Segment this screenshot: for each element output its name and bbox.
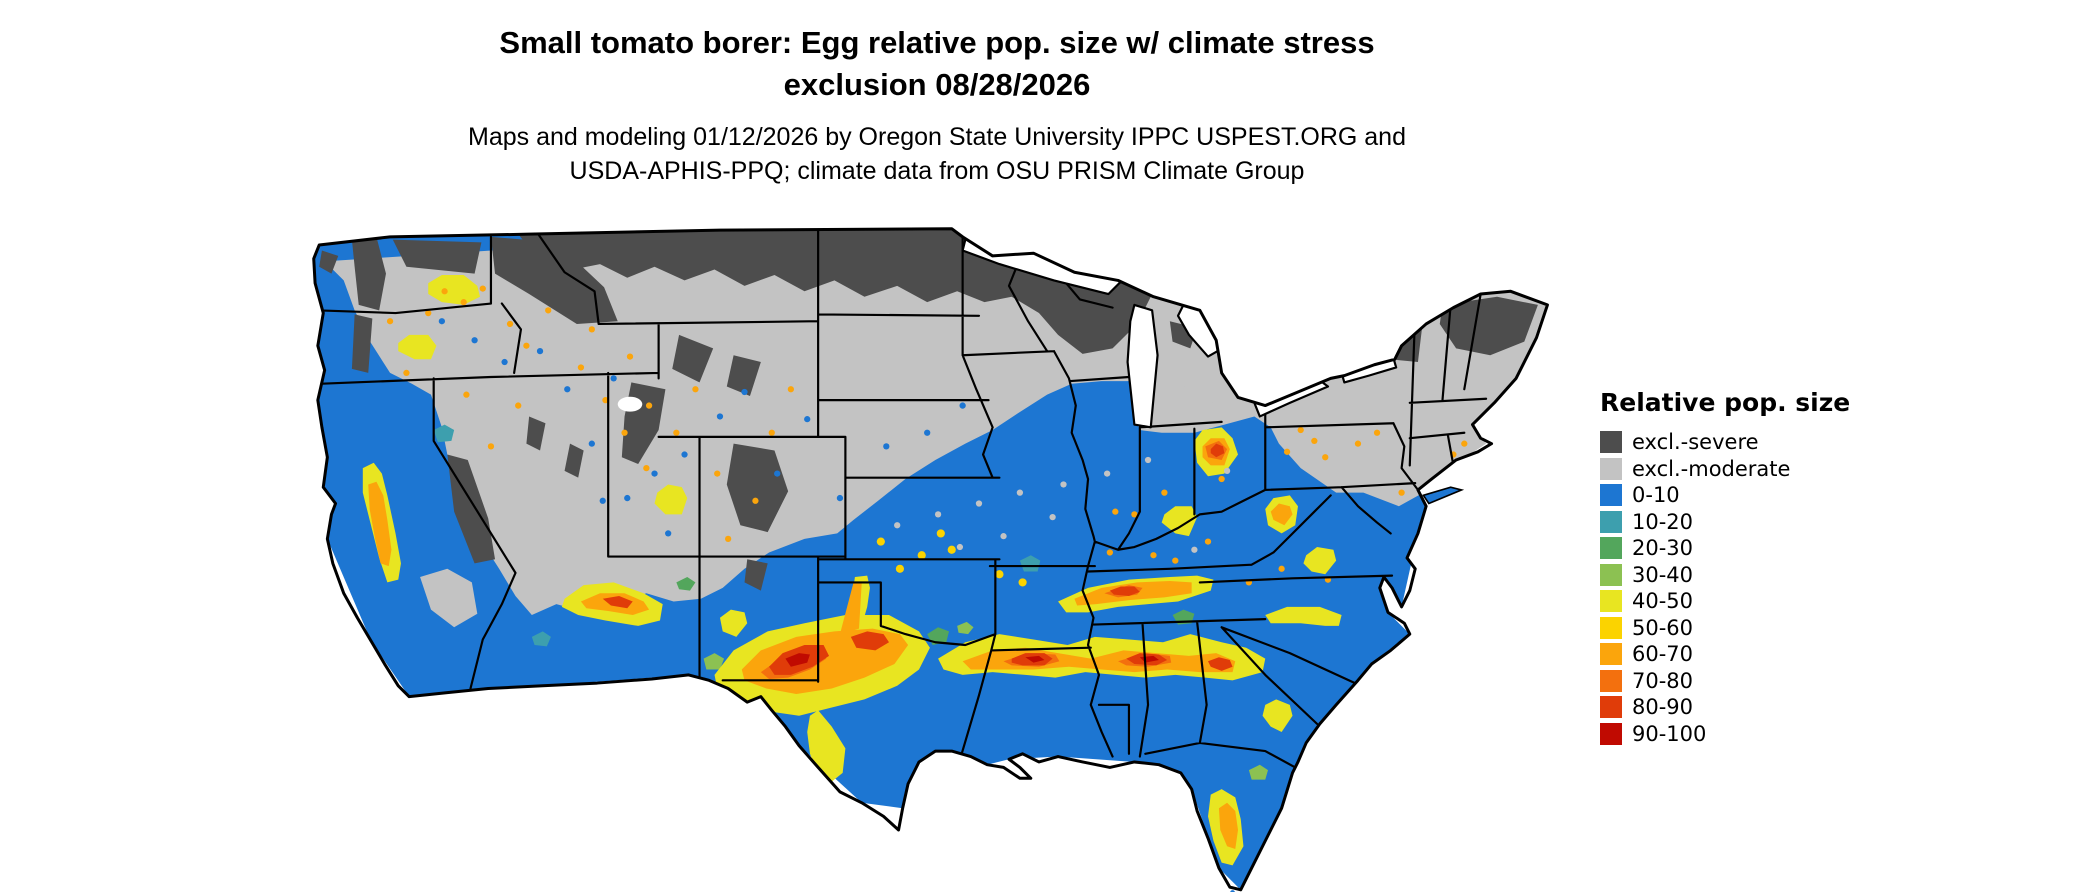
zone-50-60-specks xyxy=(876,529,1027,587)
legend-label: 30-40 xyxy=(1632,562,1694,587)
legend-label: excl.-moderate xyxy=(1632,456,1791,481)
legend-swatch xyxy=(1600,510,1622,533)
legend-label: 40-50 xyxy=(1632,589,1694,614)
legend: Relative pop. size excl.-severe excl.-mod… xyxy=(1600,388,1850,747)
zone-60-70 xyxy=(368,438,1293,850)
legend-swatch xyxy=(1600,563,1622,586)
legend-swatch xyxy=(1600,537,1622,560)
us-outline xyxy=(312,227,1549,892)
us-map xyxy=(312,227,1549,892)
legend-swatch xyxy=(1600,484,1622,507)
legend-entry: 70-80 xyxy=(1600,668,1850,695)
map-title-line2: exclusion 08/28/2026 xyxy=(783,67,1091,102)
legend-entry: excl.-moderate xyxy=(1600,456,1850,483)
legend-label: excl.-severe xyxy=(1632,430,1759,455)
map-subtitle-line2: USDA-APHIS-PPQ; climate data from OSU PR… xyxy=(569,157,1305,185)
legend-swatch xyxy=(1600,590,1622,613)
zone-excl-severe xyxy=(319,228,1538,591)
legend-swatch xyxy=(1600,696,1622,719)
legend-swatch xyxy=(1600,722,1622,745)
legend-entry: 40-50 xyxy=(1600,588,1850,615)
speckles-orange xyxy=(386,285,1468,586)
legend-entry: 80-90 xyxy=(1600,694,1850,721)
legend-label: 0-10 xyxy=(1632,483,1680,508)
legend-entry: 0-10 xyxy=(1600,482,1850,509)
legend-label: 80-90 xyxy=(1632,695,1694,720)
state-borders xyxy=(315,228,1488,769)
map-subtitle: Maps and modeling 01/12/2026 by Oregon S… xyxy=(337,120,1537,188)
speckles-gray xyxy=(894,386,1231,553)
legend-entry: 60-70 xyxy=(1600,641,1850,668)
legend-label: 60-70 xyxy=(1632,642,1694,667)
map-figure xyxy=(311,226,1557,892)
legend-label: 90-100 xyxy=(1632,721,1707,746)
legend-rows: excl.-severe excl.-moderate 0-10 10-20 20-30… xyxy=(1600,429,1850,747)
zone-20-30 xyxy=(676,576,1195,645)
legend-swatch xyxy=(1600,643,1622,666)
legend-swatch xyxy=(1600,457,1622,480)
legend-label: 10-20 xyxy=(1632,509,1694,534)
great-salt-lake xyxy=(617,396,643,412)
legend-label: 20-30 xyxy=(1632,536,1694,561)
legend-label: 70-80 xyxy=(1632,668,1694,693)
legend-entry: 10-20 xyxy=(1600,509,1850,536)
legend-title: Relative pop. size xyxy=(1600,388,1851,417)
map-title-line1: Small tomato borer: Egg relative pop. si… xyxy=(499,25,1375,60)
map-title: Small tomato borer: Egg relative pop. si… xyxy=(337,22,1537,106)
legend-swatch xyxy=(1600,616,1622,639)
speckles-blue xyxy=(438,318,966,537)
legend-swatch xyxy=(1600,669,1622,692)
legend-entry: 90-100 xyxy=(1600,721,1850,748)
legend-entry: excl.-severe xyxy=(1600,429,1850,456)
map-zones xyxy=(313,228,1548,890)
legend-label: 50-60 xyxy=(1632,615,1694,640)
map-subtitle-line1: Maps and modeling 01/12/2026 by Oregon S… xyxy=(468,123,1406,151)
legend-entry: 30-40 xyxy=(1600,562,1850,589)
long-island xyxy=(1422,486,1465,505)
legend-swatch xyxy=(1600,431,1622,454)
legend-entry: 50-60 xyxy=(1600,615,1850,642)
legend-entry: 20-30 xyxy=(1600,535,1850,562)
